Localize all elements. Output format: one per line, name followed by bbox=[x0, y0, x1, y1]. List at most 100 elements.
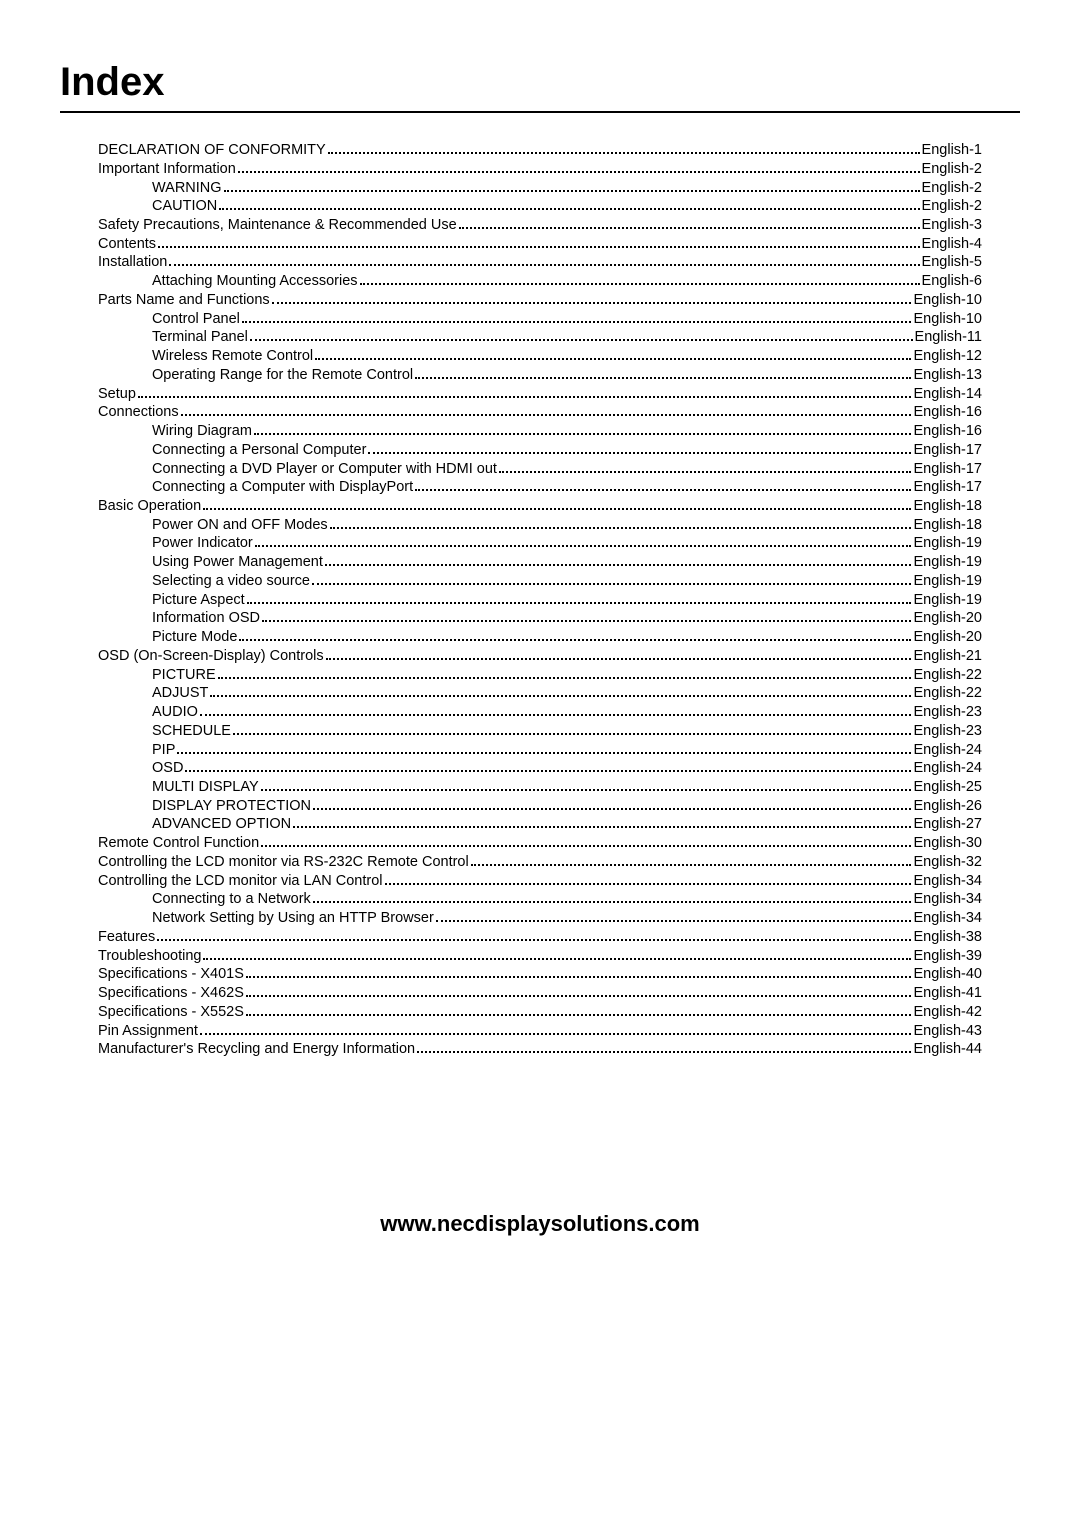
toc-page: English-24 bbox=[913, 760, 982, 778]
toc-label: Power ON and OFF Modes bbox=[152, 517, 328, 535]
toc-row: Connecting a Computer with DisplayPort E… bbox=[98, 478, 982, 497]
toc-row: OSD (On-Screen-Display) Controls English… bbox=[98, 647, 982, 666]
toc-page: English-18 bbox=[913, 498, 982, 516]
toc-label: Connecting a Personal Computer bbox=[152, 442, 366, 460]
toc-leader-dots bbox=[218, 666, 912, 679]
toc-leader-dots bbox=[313, 890, 912, 903]
toc-row: Setup English-14 bbox=[98, 385, 982, 404]
toc-page: English-21 bbox=[913, 648, 982, 666]
toc-label: OSD (On-Screen-Display) Controls bbox=[98, 648, 324, 666]
toc-row: Contents English-4 bbox=[98, 235, 982, 254]
toc-page: English-17 bbox=[913, 442, 982, 460]
toc-label: Using Power Management bbox=[152, 554, 323, 572]
toc-row: Using Power Management English-19 bbox=[98, 553, 982, 572]
toc-row: Manufacturer's Recycling and Energy Info… bbox=[98, 1040, 982, 1059]
toc-label: Connections bbox=[98, 404, 179, 422]
toc-row: Network Setting by Using an HTTP Browser… bbox=[98, 909, 982, 928]
toc-leader-dots bbox=[368, 441, 911, 454]
toc-label: OSD bbox=[152, 760, 183, 778]
toc-label: Installation bbox=[98, 254, 167, 272]
toc-leader-dots bbox=[325, 553, 912, 566]
toc-row: Picture Mode English-20 bbox=[98, 628, 982, 647]
toc-label: Basic Operation bbox=[98, 498, 201, 516]
toc-label: Important Information bbox=[98, 161, 236, 179]
toc-row: Power ON and OFF Modes English-18 bbox=[98, 516, 982, 535]
toc-row: Specifications - X552S English-42 bbox=[98, 1003, 982, 1022]
toc-leader-dots bbox=[238, 160, 920, 173]
toc-row: DISPLAY PROTECTION English-26 bbox=[98, 797, 982, 816]
toc-leader-dots bbox=[250, 328, 913, 341]
toc-row: ADJUST English-22 bbox=[98, 684, 982, 703]
toc-label: Setup bbox=[98, 386, 136, 404]
title-block: Index bbox=[60, 60, 1020, 113]
toc-row: ADVANCED OPTION English-27 bbox=[98, 815, 982, 834]
toc-page: English-16 bbox=[913, 423, 982, 441]
toc-leader-dots bbox=[254, 422, 912, 435]
toc-page: English-5 bbox=[922, 254, 982, 272]
toc-label: WARNING bbox=[152, 180, 222, 198]
toc-leader-dots bbox=[233, 722, 912, 735]
toc-label: Picture Aspect bbox=[152, 592, 245, 610]
toc-leader-dots bbox=[312, 572, 911, 585]
toc-row: Connections English-16 bbox=[98, 403, 982, 422]
toc-label: Operating Range for the Remote Control bbox=[152, 367, 413, 385]
toc-label: Connecting to a Network bbox=[152, 891, 311, 909]
toc-page: English-19 bbox=[913, 573, 982, 591]
toc-page: English-34 bbox=[913, 873, 982, 891]
toc-leader-dots bbox=[328, 141, 920, 154]
toc-label: Connecting a Computer with DisplayPort bbox=[152, 479, 413, 497]
toc-row: Wiring Diagram English-16 bbox=[98, 422, 982, 441]
toc-page: English-2 bbox=[922, 198, 982, 216]
toc-page: English-39 bbox=[913, 948, 982, 966]
toc-leader-dots bbox=[242, 310, 912, 323]
document-page: Index DECLARATION OF CONFORMITY English-… bbox=[0, 0, 1080, 1059]
toc-row: Important Information English-2 bbox=[98, 160, 982, 179]
toc-leader-dots bbox=[417, 1040, 911, 1053]
toc-page: English-34 bbox=[913, 891, 982, 909]
toc-label: Specifications - X401S bbox=[98, 966, 244, 984]
table-of-contents: DECLARATION OF CONFORMITY English-1Impor… bbox=[60, 141, 1020, 1059]
toc-row: SCHEDULE English-23 bbox=[98, 722, 982, 741]
toc-label: Selecting a video source bbox=[152, 573, 310, 591]
toc-page: English-12 bbox=[913, 348, 982, 366]
toc-row: CAUTION English-2 bbox=[98, 197, 982, 216]
toc-leader-dots bbox=[499, 459, 912, 472]
toc-leader-dots bbox=[246, 1003, 912, 1016]
toc-label: Controlling the LCD monitor via LAN Cont… bbox=[98, 873, 383, 891]
toc-page: English-13 bbox=[913, 367, 982, 385]
toc-leader-dots bbox=[138, 385, 912, 398]
toc-leader-dots bbox=[459, 216, 920, 229]
toc-page: English-43 bbox=[913, 1023, 982, 1041]
toc-page: English-34 bbox=[913, 910, 982, 928]
toc-label: Specifications - X462S bbox=[98, 985, 244, 1003]
toc-page: English-27 bbox=[913, 816, 982, 834]
toc-label: DECLARATION OF CONFORMITY bbox=[98, 142, 326, 160]
toc-row: Controlling the LCD monitor via RS-232C … bbox=[98, 853, 982, 872]
toc-label: AUDIO bbox=[152, 704, 198, 722]
toc-leader-dots bbox=[200, 1022, 912, 1035]
toc-row: Information OSD English-20 bbox=[98, 609, 982, 628]
toc-row: WARNING English-2 bbox=[98, 178, 982, 197]
toc-leader-dots bbox=[210, 684, 911, 697]
toc-label: Connecting a DVD Player or Computer with… bbox=[152, 461, 497, 479]
toc-leader-dots bbox=[261, 834, 911, 847]
toc-leader-dots bbox=[262, 609, 911, 622]
toc-leader-dots bbox=[360, 272, 920, 285]
toc-page: English-1 bbox=[922, 142, 982, 160]
toc-row: Remote Control Function English-30 bbox=[98, 834, 982, 853]
toc-label: Safety Precautions, Maintenance & Recomm… bbox=[98, 217, 457, 235]
toc-page: English-20 bbox=[913, 610, 982, 628]
toc-row: Specifications - X401S English-40 bbox=[98, 965, 982, 984]
toc-leader-dots bbox=[177, 741, 911, 754]
toc-row: MULTI DISPLAY English-25 bbox=[98, 778, 982, 797]
toc-row: Power Indicator English-19 bbox=[98, 534, 982, 553]
toc-row: Control Panel English-10 bbox=[98, 310, 982, 329]
toc-page: English-2 bbox=[922, 161, 982, 179]
toc-leader-dots bbox=[313, 797, 911, 810]
toc-label: Wireless Remote Control bbox=[152, 348, 313, 366]
toc-page: English-19 bbox=[913, 535, 982, 553]
toc-label: MULTI DISPLAY bbox=[152, 779, 259, 797]
toc-row: Parts Name and Functions English-10 bbox=[98, 291, 982, 310]
toc-leader-dots bbox=[471, 853, 912, 866]
toc-row: Troubleshooting English-39 bbox=[98, 947, 982, 966]
